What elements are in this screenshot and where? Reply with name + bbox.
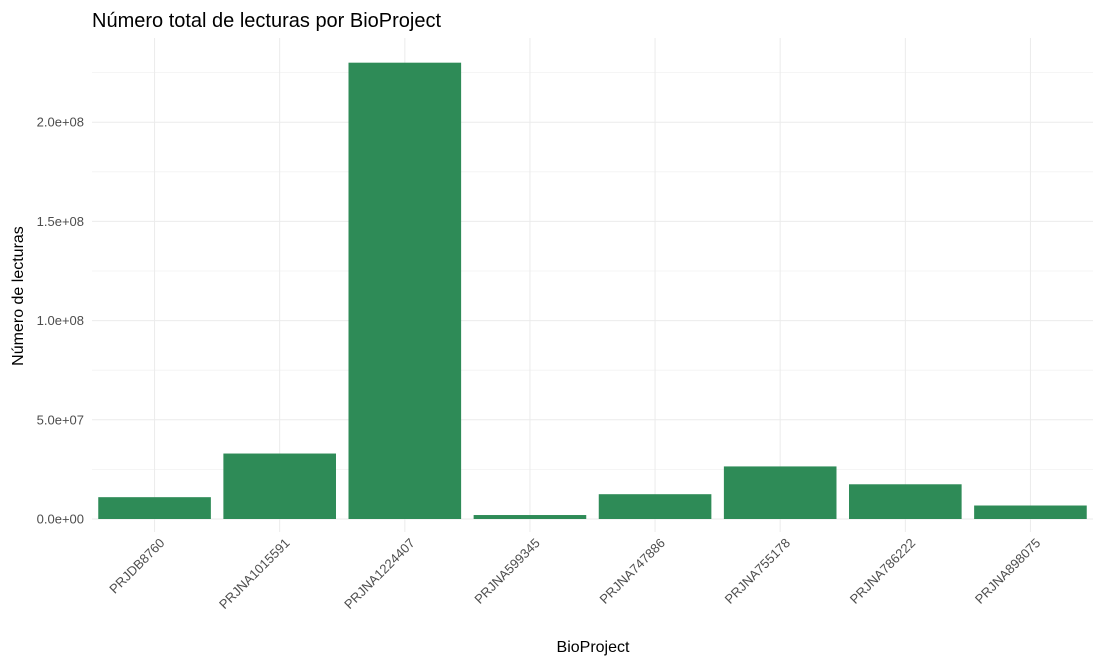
x-axis-ticks: PRJDB8760 PRJNA1015591 PRJNA1224407 PRJNA59… <box>106 535 1043 612</box>
y-tick-label: 1.5e+08 <box>37 214 84 229</box>
x-tick-label: PRJNA747886 <box>597 535 668 606</box>
bar-prjna747886 <box>598 494 712 519</box>
x-tick-label: PRJNA599345 <box>471 535 542 606</box>
bar-prjna786222 <box>849 484 962 519</box>
x-tick-label: PRJNA1224407 <box>341 535 418 612</box>
x-tick-label: PRJDB8760 <box>106 535 167 596</box>
x-axis-title: BioProject <box>557 639 630 656</box>
y-tick-label: 5.0e+07 <box>37 412 84 427</box>
chart-title: Número total de lecturas por BioProject <box>92 10 441 32</box>
x-tick-label: PRJNA786222 <box>847 535 918 606</box>
x-tick-label: PRJNA755178 <box>722 535 793 606</box>
y-axis-ticks: 0.0e+00 5.0e+07 1.0e+08 1.5e+08 2.0e+08 <box>37 115 84 527</box>
bar-prjna1015591 <box>223 453 336 519</box>
bars <box>98 62 1087 520</box>
y-tick-label: 0.0e+00 <box>37 512 84 527</box>
bar-prjna898075 <box>974 505 1087 519</box>
bar-prjna599345 <box>473 515 587 519</box>
y-axis-title: Número de lecturas <box>10 226 27 366</box>
y-tick-label: 2.0e+08 <box>37 115 84 130</box>
y-tick-label: 1.0e+08 <box>37 313 84 328</box>
bar-prjna755178 <box>723 466 837 519</box>
x-tick-label: PRJNA898075 <box>972 535 1043 606</box>
bar-prjdb8760 <box>98 497 211 519</box>
bar-prjna1224407 <box>348 62 462 520</box>
x-tick-label: PRJNA1015591 <box>216 535 293 612</box>
